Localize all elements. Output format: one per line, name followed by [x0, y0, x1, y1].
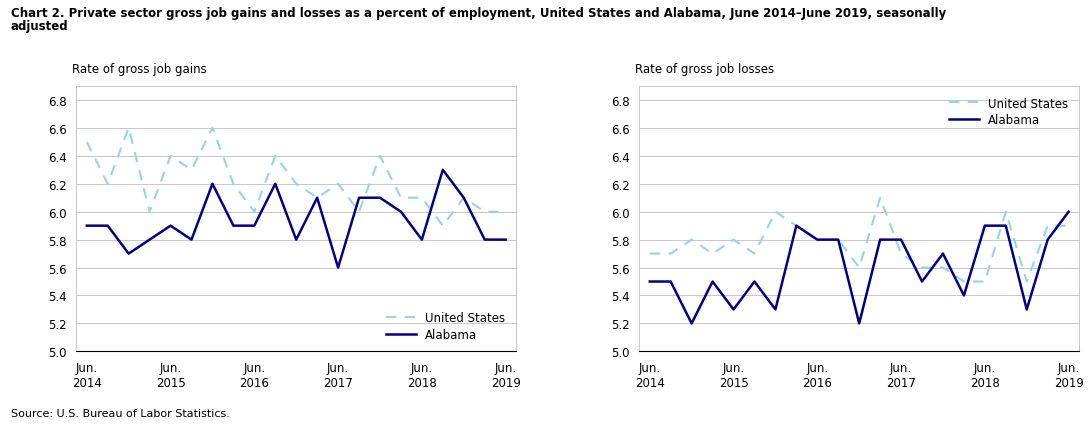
Alabama: [499, 237, 512, 243]
United States: [101, 182, 114, 187]
Alabama: [916, 279, 929, 284]
United States: [1020, 279, 1033, 284]
Alabama: [395, 210, 408, 215]
United States: [331, 182, 344, 187]
Alabama: [1041, 237, 1054, 243]
United States: [790, 224, 803, 229]
Alabama: [185, 237, 198, 243]
United States: [873, 196, 886, 201]
United States: [122, 126, 135, 131]
Alabama: [895, 237, 908, 243]
Text: Rate of gross job losses: Rate of gross job losses: [634, 63, 774, 76]
United States: [895, 251, 908, 256]
United States: [290, 182, 303, 187]
United States: [81, 140, 94, 145]
United States: [164, 154, 177, 159]
United States: [227, 182, 240, 187]
Alabama: [415, 237, 428, 243]
Alabama: [727, 307, 740, 312]
Line: United States: United States: [87, 128, 506, 226]
United States: [664, 251, 677, 256]
Alabama: [436, 168, 449, 173]
Alabama: [143, 237, 156, 243]
United States: [269, 154, 282, 159]
United States: [916, 265, 929, 270]
Alabama: [748, 279, 761, 284]
Alabama: [873, 237, 886, 243]
United States: [686, 237, 699, 243]
Alabama: [686, 321, 699, 326]
United States: [832, 237, 845, 243]
Text: adjusted: adjusted: [11, 20, 69, 33]
Alabama: [706, 279, 719, 284]
United States: [936, 265, 949, 270]
United States: [415, 196, 428, 201]
Alabama: [81, 224, 94, 229]
United States: [374, 154, 387, 159]
Alabama: [1000, 224, 1013, 229]
United States: [706, 251, 719, 256]
United States: [143, 210, 156, 215]
Alabama: [164, 224, 177, 229]
United States: [1062, 224, 1075, 229]
Alabama: [811, 237, 824, 243]
United States: [768, 210, 782, 215]
Alabama: [852, 321, 865, 326]
United States: [957, 279, 970, 284]
Alabama: [374, 196, 387, 201]
United States: [643, 251, 656, 256]
United States: [247, 210, 261, 215]
Alabama: [790, 224, 803, 229]
Legend: United States, Alabama: United States, Alabama: [945, 93, 1074, 132]
United States: [395, 196, 408, 201]
Alabama: [227, 224, 240, 229]
United States: [185, 168, 198, 173]
Line: Alabama: Alabama: [650, 212, 1068, 324]
United States: [1000, 210, 1013, 215]
United States: [979, 279, 992, 284]
Alabama: [664, 279, 677, 284]
Legend: United States, Alabama: United States, Alabama: [382, 307, 510, 345]
United States: [727, 237, 740, 243]
United States: [479, 210, 492, 215]
United States: [1041, 224, 1054, 229]
Alabama: [768, 307, 782, 312]
Alabama: [979, 224, 992, 229]
Text: Source: U.S. Bureau of Labor Statistics.: Source: U.S. Bureau of Labor Statistics.: [11, 408, 230, 418]
Alabama: [352, 196, 365, 201]
Alabama: [957, 293, 970, 299]
Line: Alabama: Alabama: [87, 171, 506, 268]
Alabama: [479, 237, 492, 243]
United States: [457, 196, 470, 201]
Alabama: [311, 196, 324, 201]
Alabama: [331, 265, 344, 270]
Alabama: [1020, 307, 1033, 312]
United States: [852, 265, 865, 270]
United States: [352, 210, 365, 215]
United States: [436, 224, 449, 229]
Alabama: [122, 251, 135, 256]
United States: [811, 237, 824, 243]
Alabama: [457, 196, 470, 201]
Alabama: [290, 237, 303, 243]
Alabama: [101, 224, 114, 229]
Text: Chart 2. Private sector gross job gains and losses as a percent of employment, U: Chart 2. Private sector gross job gains …: [11, 7, 946, 20]
Text: Rate of gross job gains: Rate of gross job gains: [72, 63, 207, 76]
United States: [311, 196, 324, 201]
Alabama: [1062, 210, 1075, 215]
Alabama: [936, 251, 949, 256]
Alabama: [832, 237, 845, 243]
Line: United States: United States: [650, 198, 1068, 282]
United States: [748, 251, 761, 256]
United States: [499, 210, 512, 215]
United States: [206, 126, 219, 131]
Alabama: [247, 224, 261, 229]
Alabama: [269, 182, 282, 187]
Alabama: [643, 279, 656, 284]
Alabama: [206, 182, 219, 187]
